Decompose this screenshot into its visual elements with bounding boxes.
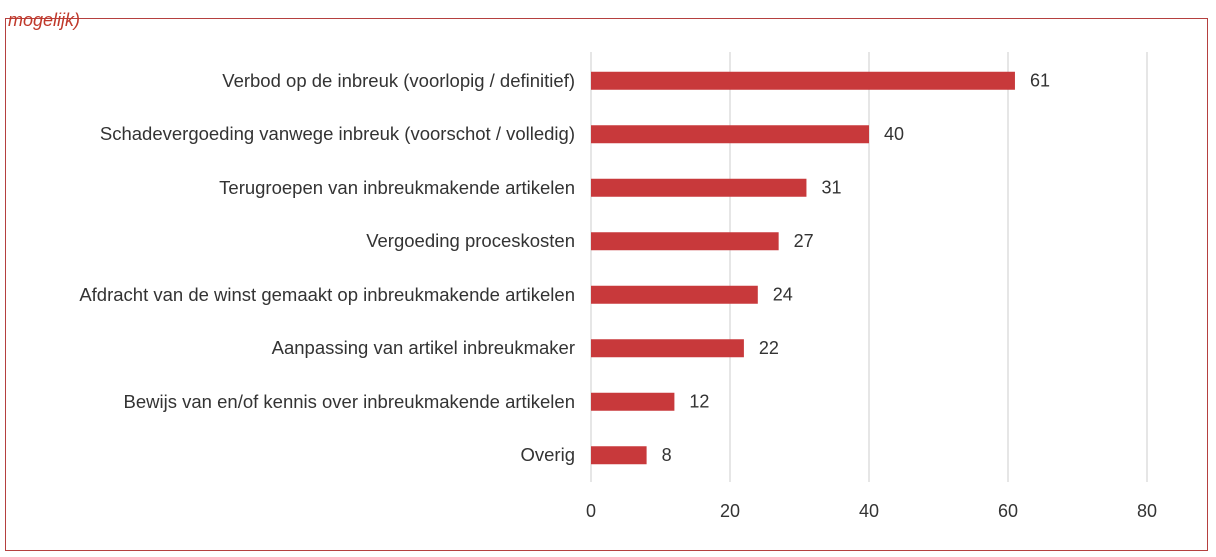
bar <box>591 232 779 251</box>
bar <box>591 339 744 358</box>
x-tick-label: 20 <box>720 501 740 521</box>
x-tick-label: 40 <box>859 501 879 521</box>
bar <box>591 71 1015 90</box>
y-tick-label: Vergoeding proceskosten <box>366 230 575 252</box>
value-label: 27 <box>794 231 814 251</box>
value-label: 12 <box>689 392 709 412</box>
value-label: 8 <box>662 445 672 465</box>
chart-frame: mogelijk) <box>5 10 1208 551</box>
x-tick-label: 80 <box>1137 501 1157 521</box>
y-tick-label: Terugroepen van inbreukmakende artikelen <box>219 176 575 198</box>
value-label: 22 <box>759 338 779 358</box>
y-tick-label: Aanpassing van artikel inbreukmaker <box>271 337 575 359</box>
value-label: 24 <box>773 285 793 305</box>
bar <box>591 285 758 304</box>
x-tick-label: 0 <box>586 501 596 521</box>
y-tick-label: Afdracht van de winst gemaakt op inbreuk… <box>79 283 575 305</box>
bar <box>591 392 675 411</box>
y-tick-label: Bewijs van en/of kennis over inbreukmake… <box>123 390 575 412</box>
bar <box>591 125 869 144</box>
value-label: 31 <box>821 178 841 198</box>
y-tick-label: Schadevergoeding vanwege inbreuk (voorsc… <box>99 123 575 145</box>
value-label: 61 <box>1030 71 1050 91</box>
chart-title: mogelijk) <box>8 10 81 30</box>
x-tick-label: 60 <box>998 501 1018 521</box>
y-tick-label: Verbod op de inbreuk (voorlopig / defini… <box>222 69 575 91</box>
value-label: 40 <box>884 124 904 144</box>
bar <box>591 178 807 197</box>
bar <box>591 446 647 465</box>
y-tick-label: Overig <box>520 444 576 466</box>
